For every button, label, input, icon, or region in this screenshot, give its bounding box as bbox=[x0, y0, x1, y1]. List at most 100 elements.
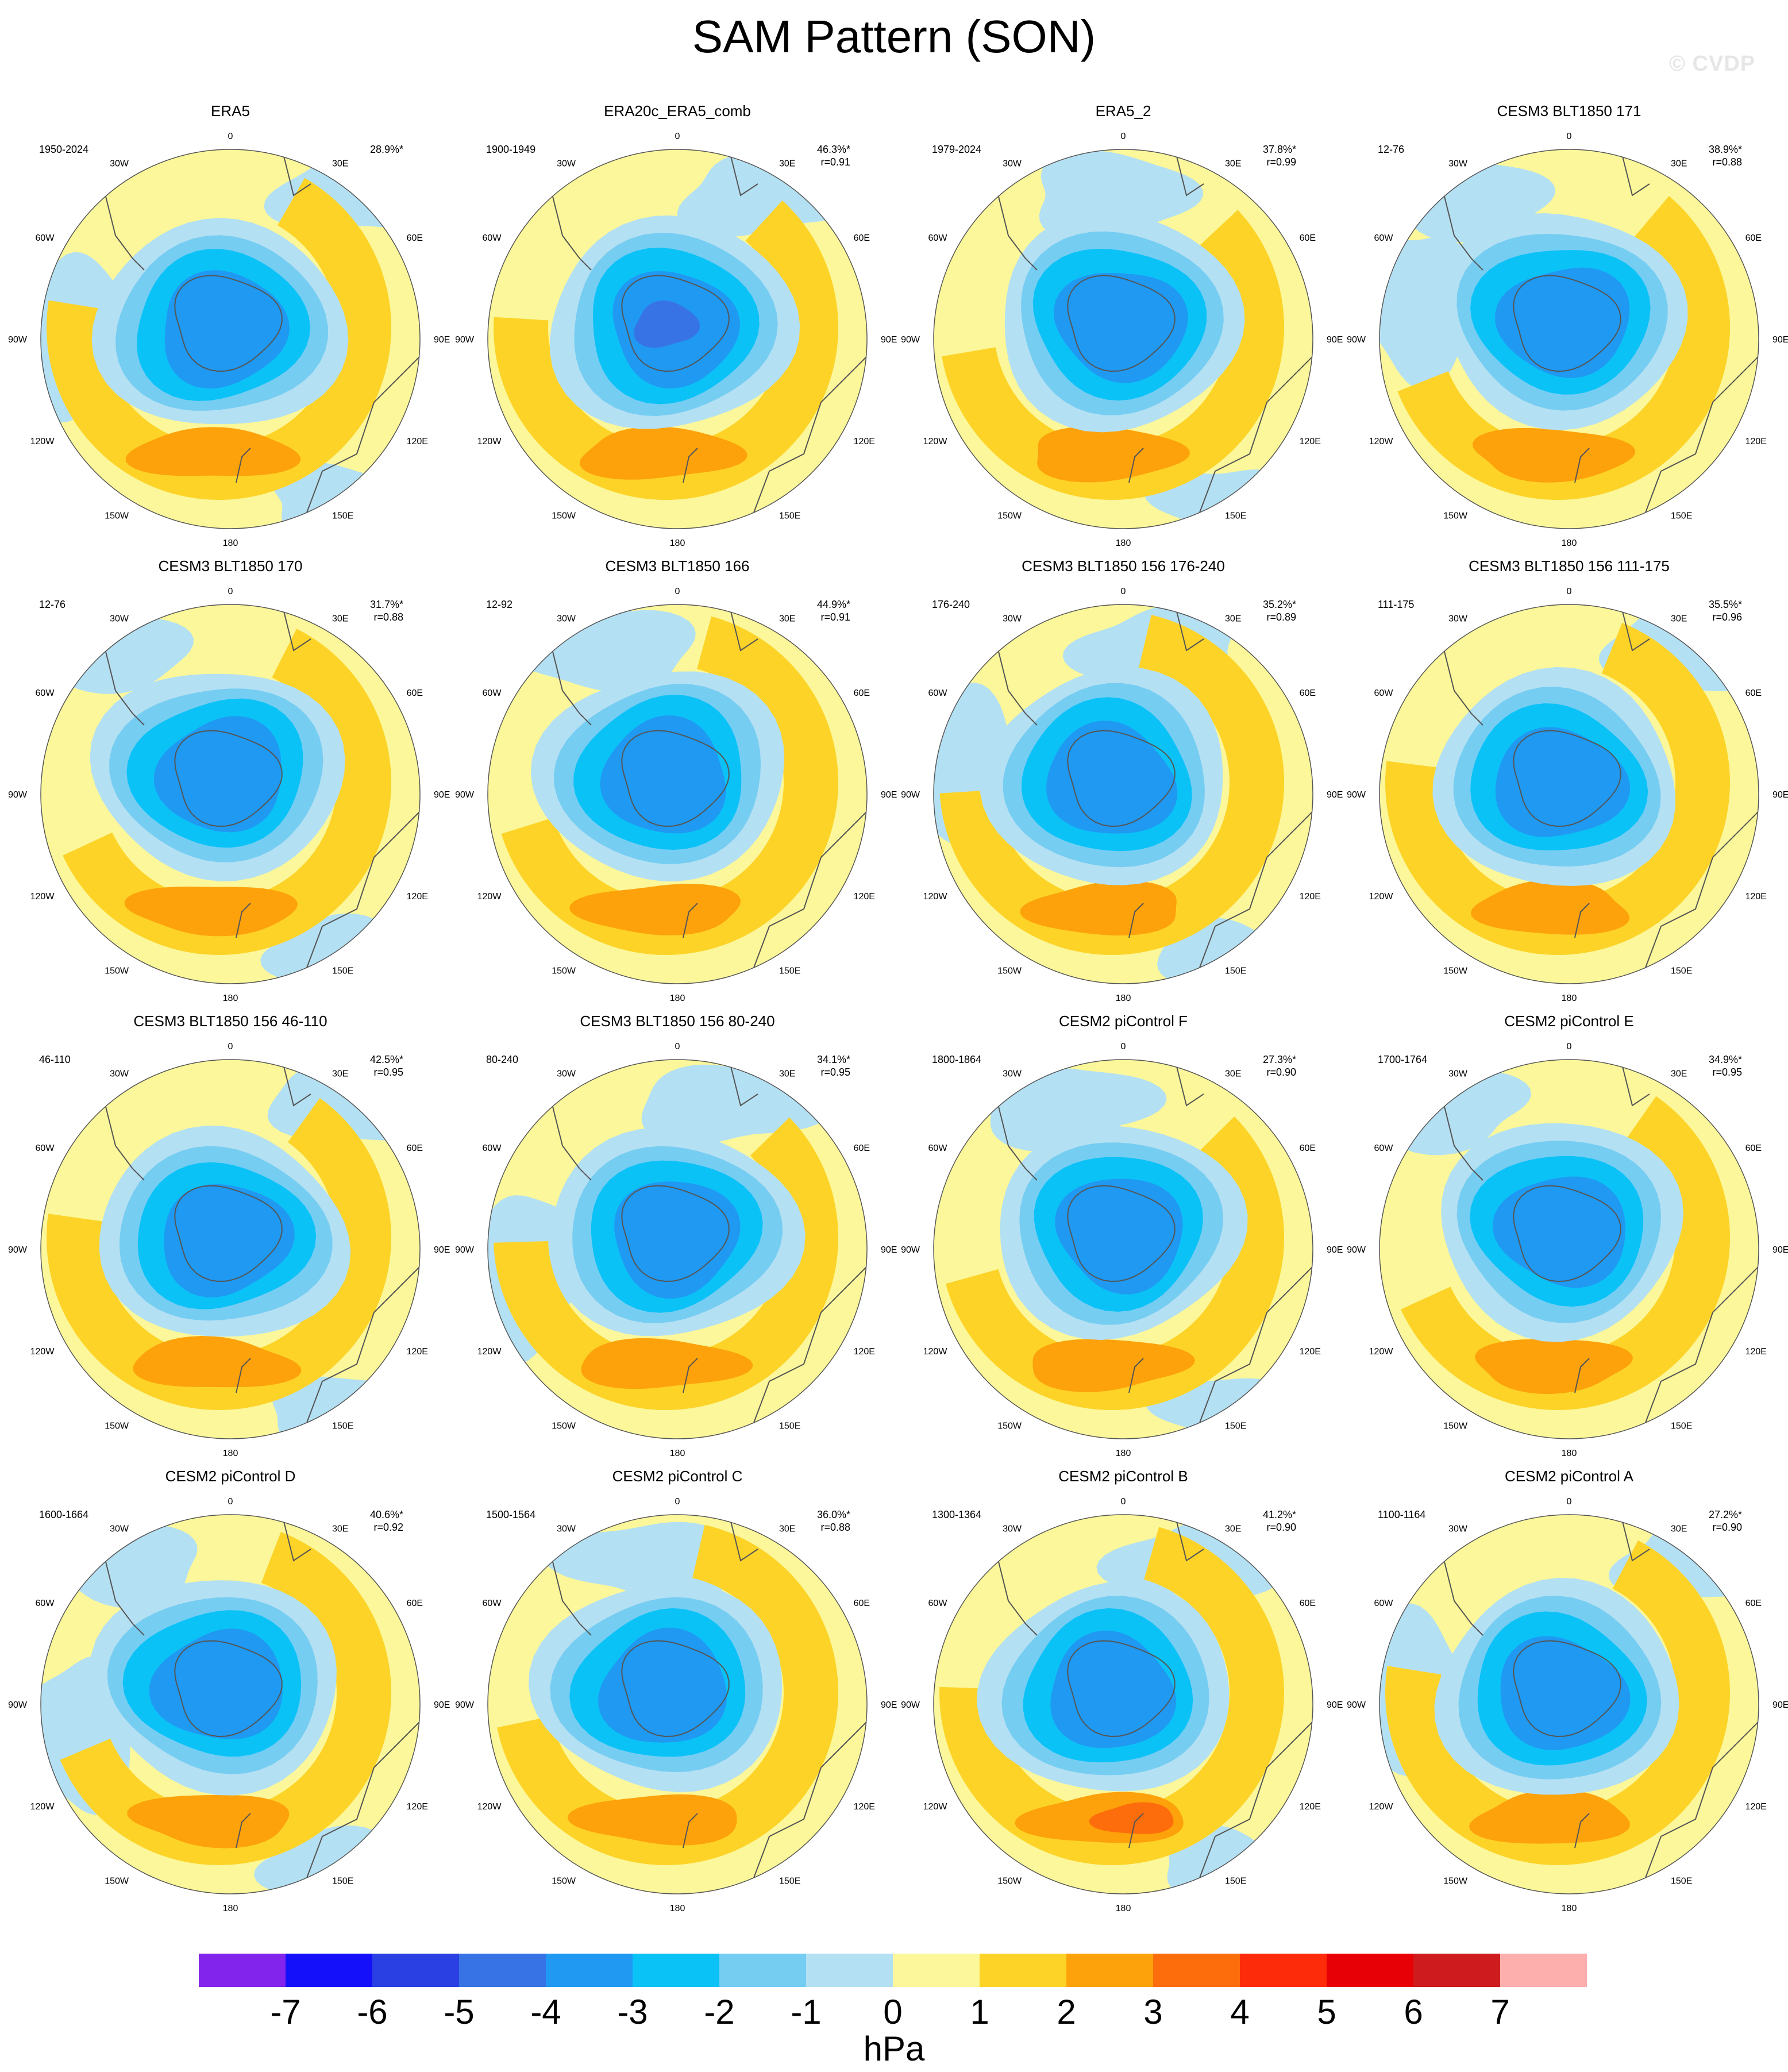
longitude-label: 180 bbox=[1116, 538, 1131, 546]
longitude-label: 30E bbox=[332, 614, 348, 623]
longitude-label: 60E bbox=[407, 688, 423, 698]
longitude-label: 30E bbox=[779, 1524, 795, 1534]
colorbar-swatch bbox=[1066, 1954, 1153, 1987]
panel-pattern-correlation: r=0.90 bbox=[1712, 1522, 1742, 1533]
longitude-label: 60E bbox=[1745, 1599, 1762, 1608]
antarctica-coastline bbox=[621, 1640, 730, 1738]
new-zealand-outline bbox=[683, 1813, 698, 1848]
sam-contour-field bbox=[1379, 149, 1759, 529]
map-frame bbox=[40, 149, 421, 529]
map-panel: ERA20c_ERA5_comb 1900-1949 46.3%* r=0.91 0 30… bbox=[454, 92, 901, 546]
colorbar-swatch bbox=[372, 1954, 459, 1987]
longitude-label: 120W bbox=[1369, 892, 1394, 902]
longitude-label: 60W bbox=[1374, 688, 1394, 698]
australia-outline bbox=[1197, 811, 1313, 973]
panel-years: 46-110 bbox=[39, 1054, 71, 1065]
longitude-label: 150E bbox=[332, 1877, 353, 1886]
longitude-label: 60E bbox=[1300, 233, 1316, 243]
new-zealand-outline bbox=[1574, 1358, 1590, 1393]
panel-explained-variance: 41.2%* bbox=[1263, 1509, 1296, 1520]
longitude-label: 180 bbox=[670, 993, 685, 1001]
map-panel: CESM3 BLT1850 156 176-240 176-240 35.2%* r=… bbox=[900, 547, 1347, 1001]
colorbar-swatch bbox=[1240, 1954, 1327, 1987]
new-zealand-outline bbox=[1574, 448, 1590, 483]
africa-outline bbox=[282, 1060, 311, 1107]
page-title: SAM Pattern (SON) bbox=[692, 11, 1096, 62]
longitude-label: 120W bbox=[477, 1802, 502, 1812]
panel-title: CESM2 piControl B bbox=[1058, 1468, 1188, 1485]
longitude-label: 150E bbox=[332, 1422, 353, 1431]
colorbar-tick-label: -2 bbox=[704, 1993, 734, 2031]
map-frame bbox=[40, 1514, 421, 1894]
longitude-label: 150E bbox=[1671, 966, 1692, 976]
longitude-label: 30W bbox=[1003, 1524, 1022, 1534]
longitude-label: 90W bbox=[455, 790, 475, 800]
longitude-label: 30W bbox=[110, 614, 129, 623]
sam-contour-field bbox=[934, 149, 1313, 529]
australia-outline bbox=[305, 1266, 420, 1428]
panel-years: 1979-2024 bbox=[932, 144, 981, 155]
longitude-label: 150E bbox=[779, 511, 800, 521]
map-frame bbox=[40, 1059, 421, 1439]
longitude-label: 60W bbox=[1374, 1599, 1394, 1608]
longitude-label: 30W bbox=[1003, 1069, 1022, 1079]
longitude-label: 120E bbox=[1300, 892, 1321, 902]
colorbar-tick-label: -4 bbox=[530, 1993, 561, 2031]
africa-outline bbox=[1620, 1060, 1650, 1107]
panel-pattern-correlation: r=0.88 bbox=[820, 1522, 850, 1533]
longitude-label: 30W bbox=[1003, 159, 1022, 168]
longitude-label: 0 bbox=[228, 1497, 233, 1507]
panel-years: 1300-1364 bbox=[932, 1509, 981, 1520]
sam-contour-field bbox=[488, 1060, 867, 1439]
panel-title: CESM2 piControl C bbox=[612, 1468, 743, 1485]
colorbar-swatch bbox=[1413, 1954, 1500, 1987]
longitude-label: 150W bbox=[552, 966, 576, 976]
longitude-label: 150E bbox=[779, 1422, 800, 1431]
longitude-label: 30E bbox=[779, 1069, 795, 1079]
longitude-label: 30W bbox=[557, 1524, 576, 1534]
colorbar-swatch bbox=[633, 1954, 719, 1987]
australia-outline bbox=[1197, 356, 1313, 518]
longitude-label: 30W bbox=[557, 614, 576, 623]
longitude-label: 30E bbox=[779, 614, 795, 623]
longitude-label: 180 bbox=[223, 538, 238, 546]
longitude-label: 150W bbox=[997, 966, 1022, 976]
longitude-label: 180 bbox=[223, 1449, 238, 1456]
colorbar-swatch bbox=[199, 1954, 286, 1987]
panel-explained-variance: 42.5%* bbox=[370, 1054, 403, 1065]
map-frame bbox=[933, 604, 1313, 984]
longitude-label: 30E bbox=[1225, 159, 1241, 168]
australia-outline bbox=[305, 1721, 420, 1883]
map-frame bbox=[1379, 149, 1759, 529]
longitude-label: 0 bbox=[228, 132, 233, 141]
longitude-label: 180 bbox=[1562, 1904, 1577, 1911]
panel-explained-variance: 44.9%* bbox=[817, 599, 850, 610]
longitude-label: 60W bbox=[1374, 1143, 1394, 1153]
antarctica-coastline bbox=[621, 730, 730, 827]
panel-explained-variance: 27.2%* bbox=[1709, 1509, 1742, 1520]
longitude-label: 90W bbox=[1347, 1245, 1366, 1255]
new-zealand-outline bbox=[683, 1358, 698, 1393]
longitude-label: 150W bbox=[552, 511, 576, 521]
panel-pattern-correlation: r=0.91 bbox=[820, 156, 850, 168]
map-frame bbox=[1379, 1059, 1759, 1439]
colorbar-swatch bbox=[1327, 1954, 1413, 1987]
sam-contour-field bbox=[934, 604, 1313, 984]
new-zealand-outline bbox=[236, 903, 251, 938]
map-panel: CESM3 BLT1850 166 12-92 44.9%* r=0.91 0 30E 60… bbox=[454, 547, 901, 1001]
map-frame bbox=[40, 604, 421, 984]
africa-outline bbox=[1620, 1515, 1650, 1562]
panel-title: CESM3 BLT1850 170 bbox=[159, 557, 303, 575]
panel-years: 1500-1564 bbox=[486, 1509, 535, 1520]
longitude-label: 150W bbox=[552, 1422, 576, 1431]
map-panel: CESM3 BLT1850 156 80-240 80-240 34.1%* r=0.… bbox=[454, 1002, 901, 1456]
longitude-label: 90E bbox=[881, 790, 897, 800]
australia-outline bbox=[1197, 1266, 1313, 1428]
new-zealand-outline bbox=[1128, 448, 1144, 483]
longitude-label: 120E bbox=[854, 1347, 875, 1357]
map-panel: CESM2 piControl B 1300-1364 41.2%* r=0.90 0 3… bbox=[900, 1457, 1347, 1911]
longitude-label: 60E bbox=[1300, 1599, 1316, 1608]
longitude-label: 60E bbox=[407, 1599, 423, 1608]
sam-contour-field bbox=[1379, 1060, 1759, 1439]
longitude-label: 60W bbox=[483, 1143, 502, 1153]
